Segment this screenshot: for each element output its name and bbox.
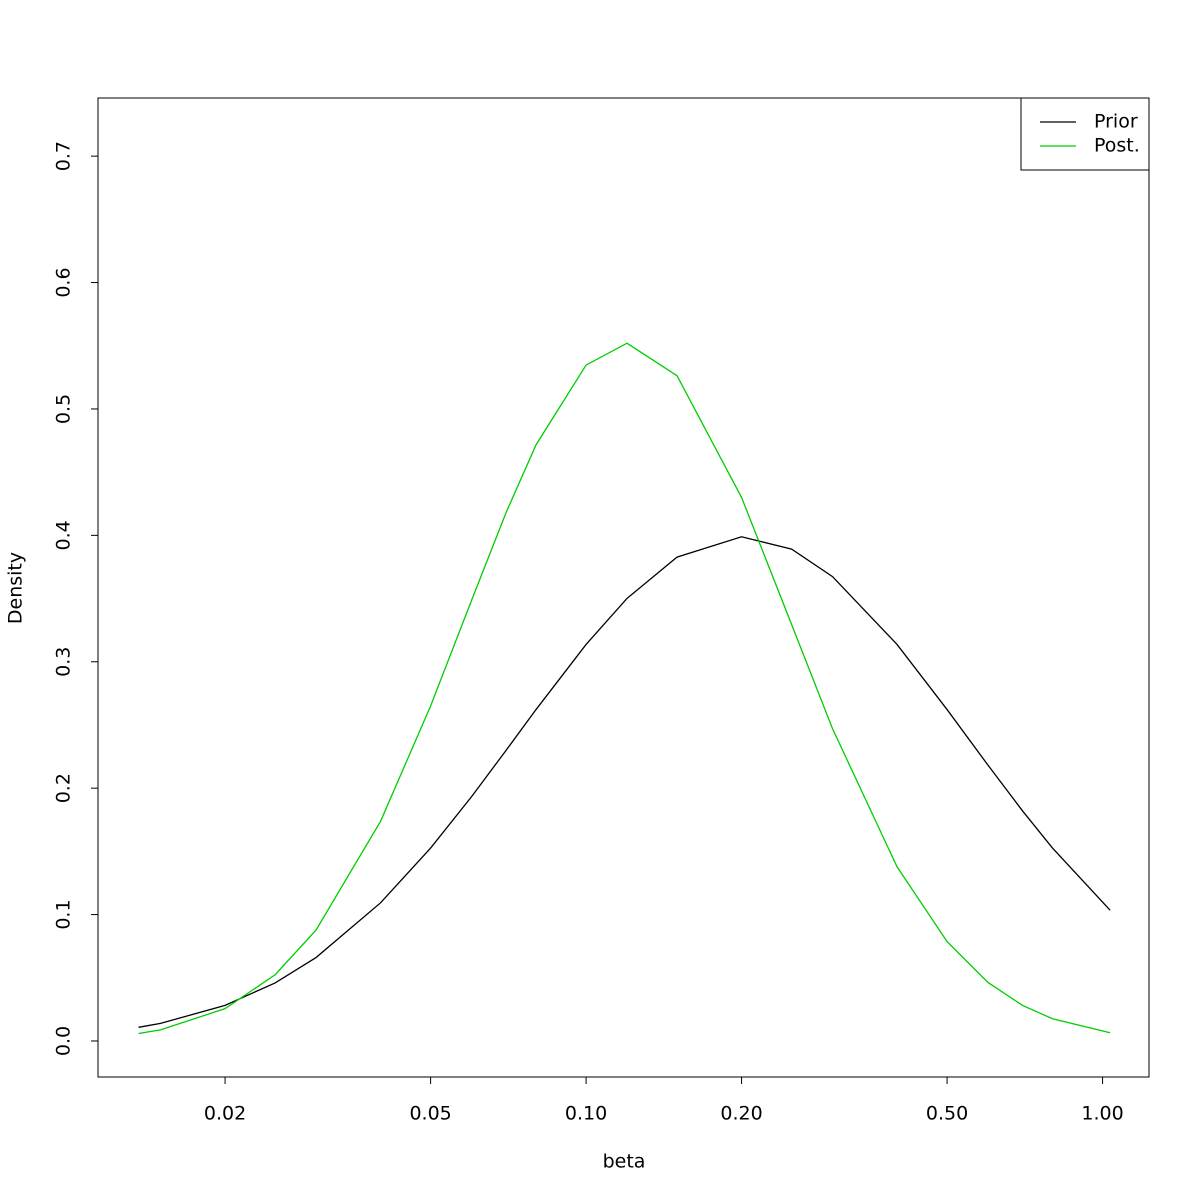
y-tick-label: 0.0 (53, 1026, 75, 1056)
y-tick-label: 0.7 (53, 141, 75, 171)
y-tick-label: 0.3 (53, 647, 75, 677)
x-axis-label: beta (603, 1151, 646, 1173)
legend-box (1020, 97, 1150, 171)
legend-label: Prior (1094, 111, 1138, 133)
x-tick-label: 0.02 (204, 1103, 246, 1125)
x-tick-label: 0.05 (409, 1103, 451, 1125)
legend-label: Post. (1094, 135, 1140, 157)
y-tick-label: 0.5 (53, 394, 75, 424)
x-tick-label: 0.50 (926, 1103, 968, 1125)
y-tick-label: 0.4 (53, 520, 75, 550)
y-tick-label: 0.1 (53, 899, 75, 929)
x-tick-label: 1.00 (1081, 1103, 1123, 1125)
y-tick-label: 0.6 (53, 267, 75, 297)
y-tick-label: 0.2 (53, 773, 75, 803)
y-axis-label: Density (5, 552, 27, 624)
data-line (138, 536, 1111, 1028)
x-tick-label: 0.20 (720, 1103, 762, 1125)
x-tick-label: 0.10 (565, 1103, 607, 1125)
plot-frame (97, 97, 1150, 1078)
data-line (138, 342, 1111, 1035)
